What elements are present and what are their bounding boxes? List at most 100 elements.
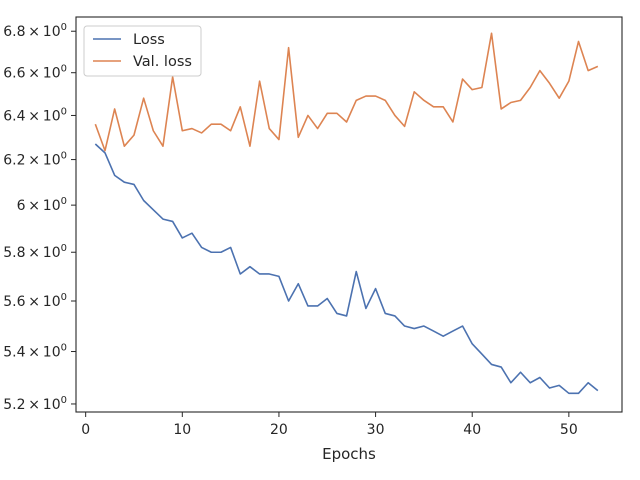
data-point-loss [306, 304, 309, 307]
x-axis-label: Epochs [322, 445, 376, 463]
data-point-val-loss [335, 112, 338, 115]
y-tick-label: 5.2 × 100 [3, 395, 67, 413]
data-point-loss [364, 307, 367, 310]
data-point-loss [451, 330, 454, 333]
data-point-loss [200, 246, 203, 249]
data-point-val-loss [587, 69, 590, 72]
data-point-val-loss [364, 95, 367, 98]
data-point-val-loss [190, 127, 193, 130]
data-point-val-loss [442, 105, 445, 108]
data-point-loss [558, 384, 561, 387]
data-point-loss [297, 282, 300, 285]
data-point-loss [432, 330, 435, 333]
data-point-val-loss [297, 136, 300, 139]
data-point-loss [403, 325, 406, 328]
data-point-loss [538, 376, 541, 379]
data-point-val-loss [103, 149, 106, 152]
legend-label-val-loss: Val. loss [133, 54, 192, 70]
data-point-loss [161, 218, 164, 221]
series-line-loss [94, 143, 599, 395]
y-tick-label: 5.4 × 100 [3, 343, 67, 361]
data-point-loss [277, 275, 280, 278]
data-point-val-loss [306, 114, 309, 117]
data-point-val-loss [200, 131, 203, 134]
data-point-loss [509, 381, 512, 384]
data-point-loss [268, 272, 271, 275]
data-point-loss [442, 335, 445, 338]
data-point-val-loss [538, 69, 541, 72]
data-point-loss [210, 251, 213, 254]
data-point-val-loss [384, 99, 387, 102]
data-point-val-loss [219, 123, 222, 126]
data-point-val-loss [422, 99, 425, 102]
data-point-val-loss [152, 129, 155, 132]
data-point-loss [519, 371, 522, 374]
data-point-loss [355, 270, 358, 273]
data-point-val-loss [548, 82, 551, 85]
series-lines [94, 32, 599, 395]
data-point-val-loss [480, 86, 483, 89]
data-point-val-loss [229, 129, 232, 132]
x-tick-label: 0 [81, 422, 90, 438]
data-point-loss [142, 199, 145, 202]
x-tick-label: 50 [560, 422, 578, 438]
data-point-loss [548, 387, 551, 390]
data-point-val-loss [277, 138, 280, 141]
data-point-loss [345, 314, 348, 317]
data-point-val-loss [451, 120, 454, 123]
data-point-val-loss [432, 105, 435, 108]
y-tick-label: 6.2 × 100 [3, 151, 67, 169]
data-point-val-loss [326, 112, 329, 115]
data-point-loss [326, 297, 329, 300]
y-tick-label: 5.8 × 100 [3, 243, 67, 261]
x-tick-label: 40 [463, 422, 481, 438]
data-point-val-loss [181, 129, 184, 132]
data-point-val-loss [258, 80, 261, 83]
data-point-loss [490, 363, 493, 366]
data-point-val-loss [490, 32, 493, 35]
data-point-loss [393, 314, 396, 317]
data-point-loss [219, 251, 222, 254]
data-point-val-loss [268, 127, 271, 130]
x-tick-label: 30 [367, 422, 385, 438]
data-point-val-loss [123, 145, 126, 148]
data-point-loss [190, 232, 193, 235]
data-point-loss [374, 287, 377, 290]
data-point-val-loss [393, 114, 396, 117]
series-line-val-loss [94, 32, 599, 152]
data-point-val-loss [316, 127, 319, 130]
data-point-loss [587, 381, 590, 384]
data-point-loss [422, 325, 425, 328]
x-tick-label: 20 [270, 422, 288, 438]
data-point-val-loss [558, 97, 561, 100]
data-point-loss [461, 325, 464, 328]
y-tick-label: 6.6 × 100 [3, 64, 67, 82]
y-tick-label: 6.8 × 100 [3, 22, 67, 40]
data-point-val-loss [94, 123, 97, 126]
data-point-val-loss [248, 145, 251, 148]
x-tick-label: 10 [173, 422, 191, 438]
y-tick-label: 6 × 100 [17, 196, 67, 214]
data-point-loss [413, 327, 416, 330]
data-point-loss [258, 272, 261, 275]
data-point-val-loss [161, 145, 164, 148]
data-point-loss [152, 208, 155, 211]
data-point-val-loss [239, 105, 242, 108]
data-point-loss [123, 181, 126, 184]
data-point-val-loss [500, 107, 503, 110]
data-point-val-loss [567, 80, 570, 83]
data-point-val-loss [132, 134, 135, 137]
data-point-loss [94, 142, 97, 145]
data-point-val-loss [461, 78, 464, 81]
axis-ticks: 0 10 20 30 40 50 5.2 × 100 5.4 × 100 5.6 × 100 5.… [3, 22, 578, 438]
data-point-val-loss [577, 40, 580, 43]
data-point-loss [480, 353, 483, 356]
data-point-loss [596, 389, 599, 392]
y-tick-label: 5.6 × 100 [3, 292, 67, 310]
data-point-val-loss [519, 99, 522, 102]
data-point-loss [316, 304, 319, 307]
data-point-val-loss [403, 125, 406, 128]
data-point-loss [471, 342, 474, 345]
y-tick-label: 6.4 × 100 [3, 106, 67, 124]
